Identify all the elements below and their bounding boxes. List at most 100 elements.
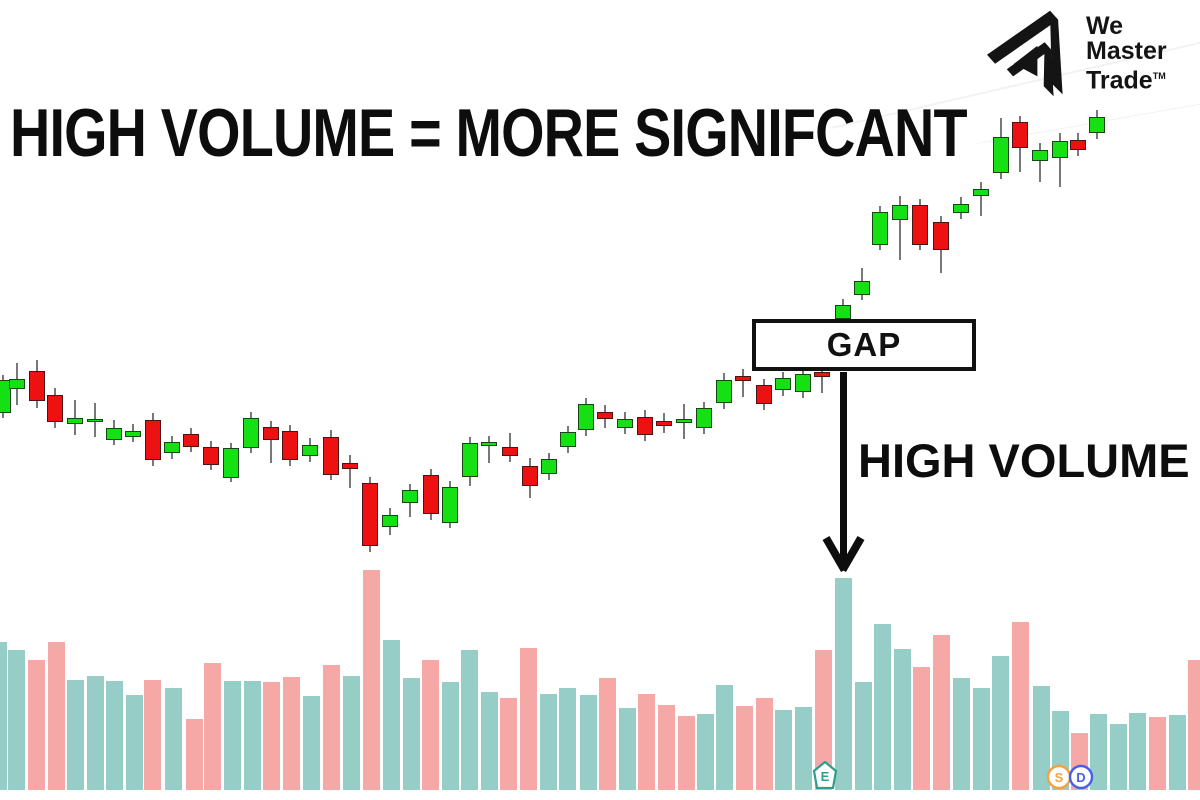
- bullish-candle-body: [716, 380, 732, 403]
- candle-wick: [349, 455, 351, 488]
- volume-bar: [422, 660, 439, 790]
- volume-bar: [619, 708, 636, 790]
- bearish-candle-body: [933, 222, 949, 250]
- bearish-candle-body: [656, 421, 672, 426]
- volume-bar: [1169, 715, 1186, 790]
- bullish-candle-body: [775, 378, 791, 390]
- volume-bar: [500, 698, 517, 790]
- bullish-candle-body: [481, 442, 497, 446]
- volume-bar: [559, 688, 576, 790]
- candle-wick: [980, 182, 982, 216]
- bearish-candle-body: [47, 395, 63, 422]
- bullish-candle-body: [953, 204, 969, 213]
- volume-bar: [403, 678, 420, 790]
- brand-logo: We Master TradeTM: [986, 8, 1167, 98]
- bullish-candle-body: [541, 459, 557, 474]
- volume-bar: [224, 681, 241, 790]
- bullish-candle-body: [892, 205, 908, 220]
- volume-bar: [106, 681, 123, 790]
- bullish-candle-body: [973, 189, 989, 196]
- svg-text:D: D: [1076, 770, 1085, 785]
- dividends-badge[interactable]: D: [1068, 764, 1094, 790]
- volume-bar: [697, 714, 714, 790]
- bullish-candle-body: [835, 305, 851, 319]
- bearish-candle-body: [183, 434, 199, 447]
- page-title: HIGH VOLUME = MORE SIGNIFCANT: [10, 95, 968, 171]
- bearish-candle-body: [323, 437, 339, 475]
- volume-bar: [67, 680, 84, 790]
- volume-bar: [383, 640, 400, 790]
- bearish-candle-body: [145, 420, 161, 460]
- volume-bar: [540, 694, 557, 790]
- bullish-candle-body: [243, 418, 259, 448]
- bullish-candle-body: [125, 431, 141, 437]
- bullish-candle-body: [795, 374, 811, 392]
- volume-bar: [1188, 660, 1200, 790]
- bearish-candle-body: [1012, 122, 1028, 148]
- volume-bar: [1033, 686, 1050, 790]
- bullish-candle-body: [462, 443, 478, 477]
- brand-logo-triangles-icon: [987, 10, 1063, 97]
- volume-bar: [736, 706, 753, 790]
- volume-bar: [1110, 724, 1127, 790]
- gap-label: GAP: [826, 326, 902, 363]
- bullish-candle-body: [442, 487, 458, 523]
- bullish-candle-body: [402, 490, 418, 503]
- bearish-candle-body: [597, 412, 613, 419]
- bullish-candle-body: [106, 428, 122, 440]
- bullish-candle-body: [578, 404, 594, 430]
- bearish-candle-body: [1070, 140, 1086, 150]
- volume-bar: [303, 696, 320, 790]
- volume-bar: [165, 688, 182, 790]
- bullish-candle-body: [302, 445, 318, 456]
- candle-wick: [270, 421, 272, 463]
- bearish-candle-body: [522, 466, 538, 486]
- volume-bar: [580, 695, 597, 790]
- volume-bar: [815, 650, 832, 790]
- volume-bar: [520, 648, 537, 790]
- volume-bar: [363, 570, 380, 790]
- volume-bar: [716, 685, 733, 790]
- bullish-candle-body: [1089, 117, 1105, 133]
- bearish-candle-body: [263, 427, 279, 440]
- bullish-candle-body: [560, 432, 576, 447]
- gap-annotation-box: GAP: [752, 319, 976, 371]
- volume-bar: [855, 682, 872, 790]
- bullish-candle-body: [0, 380, 11, 413]
- bullish-candle-body: [164, 442, 180, 453]
- volume-bar: [913, 667, 930, 790]
- volume-bar: [461, 650, 478, 790]
- bearish-candle-body: [912, 205, 928, 245]
- bullish-candle-body: [993, 137, 1009, 173]
- bullish-candle-body: [617, 419, 633, 428]
- brand-logo-text: We Master TradeTM: [1086, 14, 1167, 93]
- volume-bar: [323, 665, 340, 790]
- brand-word-master: Master: [1086, 37, 1167, 65]
- bearish-candle-body: [282, 431, 298, 460]
- volume-bar: [87, 676, 104, 790]
- bullish-candle-body: [696, 408, 712, 428]
- bullish-candle-body: [872, 212, 888, 245]
- bearish-candle-body: [502, 447, 518, 456]
- volume-bar: [599, 678, 616, 790]
- volume-bar: [186, 719, 203, 790]
- bullish-candle-body: [9, 379, 25, 389]
- bullish-candle-body: [87, 419, 103, 422]
- high-volume-arrow-icon: [822, 372, 865, 573]
- volume-bar: [0, 642, 7, 790]
- earnings-badge[interactable]: E: [812, 761, 838, 789]
- volume-bar: [1149, 717, 1166, 790]
- volume-bar: [263, 682, 280, 790]
- bullish-candle-body: [854, 281, 870, 295]
- bearish-candle-body: [29, 371, 45, 401]
- volume-bar: [638, 694, 655, 790]
- volume-bar: [244, 681, 261, 790]
- bearish-candle-body: [362, 483, 378, 546]
- volume-bar: [973, 688, 990, 790]
- candle-wick: [1059, 133, 1061, 187]
- bullish-candle-body: [676, 419, 692, 423]
- volume-bar: [126, 695, 143, 790]
- bearish-candle-body: [756, 385, 772, 404]
